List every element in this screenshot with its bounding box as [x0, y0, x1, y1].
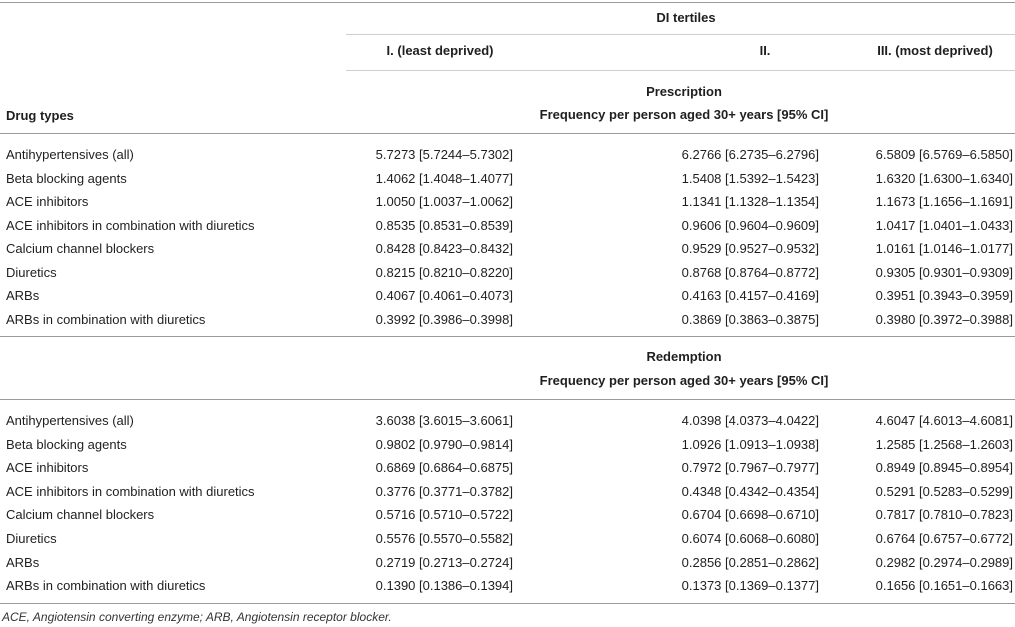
column-header-2: II. — [759, 43, 771, 58]
column-header-rule — [346, 70, 1015, 71]
tertile-3-value: 1.1673 [1.1656–1.1691] — [875, 194, 1013, 209]
group-header-rule — [346, 34, 1015, 35]
drug-type-cell: Beta blocking agents — [6, 436, 127, 452]
tertile-2-value: 1.0926 [1.0913–1.0938] — [681, 436, 819, 452]
tertile-1-value: 3.6038 [3.6015–3.6061] — [375, 413, 513, 428]
tertile-1-value: 5.7273 [5.7244–5.7302] — [375, 147, 513, 162]
group-header: DI tertiles — [656, 10, 716, 25]
drug-type-cell: ACE inhibitors in combination with diure… — [6, 483, 255, 499]
redemption-header-rule — [0, 399, 1015, 400]
tertile-1-value: 0.3776 [0.3771–0.3782] — [375, 483, 513, 499]
tertile-3-value: 0.7817 [0.7810–0.7823] — [875, 507, 1013, 523]
tertile-1-value: 1.0050 [1.0037–1.0062] — [375, 194, 513, 209]
tertile-1-value: 0.5576 [0.5570–0.5582] — [375, 531, 513, 546]
tertile-2-value: 0.9606 [0.9604–0.9609] — [681, 217, 819, 233]
tertile-3-value: 0.6764 [0.6757–0.6772] — [875, 531, 1013, 546]
drug-type-cell: ACE inhibitors — [6, 194, 89, 209]
footnote: ACE, Angiotensin converting enzyme; ARB,… — [2, 610, 392, 624]
tertile-1-value: 0.9802 [0.9790–0.9814] — [375, 436, 513, 452]
prescription-subtitle: Frequency per person aged 30+ years [95%… — [539, 107, 829, 122]
drug-type-cell: ARBs in combination with diuretics — [6, 311, 206, 327]
tertile-3-value: 0.1656 [0.1651–0.1663] — [875, 578, 1013, 594]
row-header: Drug types — [6, 108, 74, 123]
tertile-2-value: 0.6704 [0.6698–0.6710] — [681, 507, 819, 523]
tertile-3-value: 6.5809 [6.5769–6.5850] — [875, 147, 1013, 162]
tertile-3-value: 1.0417 [1.0401–1.0433] — [875, 217, 1013, 233]
drug-type-cell: ARBs — [6, 554, 40, 570]
tertile-3-value: 1.6320 [1.6300–1.6340] — [875, 170, 1013, 186]
tertile-2-value: 0.6074 [0.6068–0.6080] — [681, 531, 819, 546]
tertile-2-value: 1.1341 [1.1328–1.1354] — [681, 194, 819, 209]
tertile-1-value: 0.3992 [0.3986–0.3998] — [375, 311, 513, 327]
tertile-1-value: 0.8428 [0.8423–0.8432] — [375, 241, 513, 256]
tertile-2-value: 0.2856 [0.2851–0.2862] — [681, 554, 819, 570]
tertile-1-value: 0.8535 [0.8531–0.8539] — [375, 217, 513, 233]
tertile-1-value: 0.4067 [0.4061–0.4073] — [375, 288, 513, 303]
tertile-2-value: 0.3869 [0.3863–0.3875] — [681, 311, 819, 327]
tertile-3-value: 0.8949 [0.8945–0.8954] — [875, 460, 1013, 476]
redemption-title: Redemption — [646, 349, 722, 364]
tertile-2-value: 0.4348 [0.4342–0.4354] — [681, 483, 819, 499]
tertile-3-value: 0.3980 [0.3972–0.3988] — [875, 311, 1013, 327]
tertile-1-value: 0.8215 [0.8210–0.8220] — [375, 264, 513, 280]
tertile-3-value: 0.9305 [0.9301–0.9309] — [875, 264, 1013, 280]
tertile-2-value: 0.4163 [0.4157–0.4169] — [681, 288, 819, 303]
table-top-rule — [0, 2, 1015, 3]
tertile-2-value: 4.0398 [4.0373–4.0422] — [681, 413, 819, 428]
drug-type-cell: Calcium channel blockers — [6, 241, 155, 256]
drug-type-cell: ACE inhibitors in combination with diure… — [6, 217, 255, 233]
tertile-3-value: 1.2585 [1.2568–1.2603] — [875, 436, 1013, 452]
tertile-1-value: 0.2719 [0.2713–0.2724] — [375, 554, 513, 570]
tertile-2-value: 0.7972 [0.7967–0.7977] — [681, 460, 819, 476]
tertile-3-value: 4.6047 [4.6013–4.6081] — [875, 413, 1013, 428]
drug-type-cell: ACE inhibitors — [6, 460, 89, 476]
tertile-1-value: 1.4062 [1.4048–1.4077] — [375, 170, 513, 186]
column-header-3: III. (most deprived) — [877, 43, 993, 58]
tertile-2-value: 0.9529 [0.9527–0.9532] — [681, 241, 819, 256]
drug-type-cell: Beta blocking agents — [6, 170, 127, 186]
tertile-2-value: 1.5408 [1.5392–1.5423] — [681, 170, 819, 186]
section-divider — [0, 336, 1015, 337]
drug-type-cell: ARBs — [6, 288, 40, 303]
prescription-title: Prescription — [646, 84, 722, 99]
tertile-2-value: 6.2766 [6.2735–6.2796] — [681, 147, 819, 162]
tertile-1-value: 0.6869 [0.6864–0.6875] — [375, 460, 513, 476]
tertile-1-value: 0.1390 [0.1386–0.1394] — [375, 578, 513, 594]
prescription-header-rule — [0, 133, 1015, 134]
column-header-1: I. (least deprived) — [386, 43, 494, 58]
table-bottom-rule — [0, 603, 1015, 604]
redemption-subtitle: Frequency per person aged 30+ years [95%… — [539, 373, 829, 388]
tertile-3-value: 0.2982 [0.2974–0.2989] — [875, 554, 1013, 570]
drug-type-cell: Antihypertensives (all) — [6, 147, 134, 162]
drug-type-cell: ARBs in combination with diuretics — [6, 578, 206, 594]
tertile-3-value: 0.3951 [0.3943–0.3959] — [875, 288, 1013, 303]
drug-type-cell: Calcium channel blockers — [6, 507, 155, 523]
tertile-2-value: 0.8768 [0.8764–0.8772] — [681, 264, 819, 280]
tertile-2-value: 0.1373 [0.1369–0.1377] — [681, 578, 819, 594]
drug-type-cell: Antihypertensives (all) — [6, 413, 134, 428]
drug-type-cell: Diuretics — [6, 531, 57, 546]
drug-type-cell: Diuretics — [6, 264, 57, 280]
tertile-3-value: 1.0161 [1.0146–1.0177] — [875, 241, 1013, 256]
tertile-1-value: 0.5716 [0.5710–0.5722] — [375, 507, 513, 523]
tertile-3-value: 0.5291 [0.5283–0.5299] — [875, 483, 1013, 499]
